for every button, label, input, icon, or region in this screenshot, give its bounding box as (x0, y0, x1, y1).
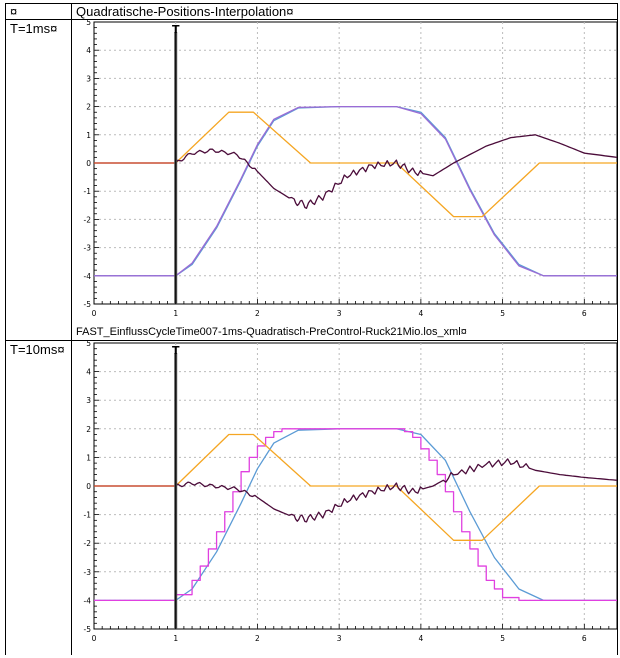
y-tick-label: 1 (86, 131, 91, 140)
x-tick-label: 3 (337, 309, 342, 318)
series-line-error (175, 134, 618, 209)
chart-1ms: 5 4 3 2 1 0 -1 -2 -3 -4 -5 0 1 2 3 4 5 6 T (72, 18, 618, 325)
y-tick-label: 5 (86, 20, 91, 27)
row-label-10ms: T=10ms¤ (10, 342, 65, 357)
y-tick-label: -1 (84, 511, 92, 520)
y-tick-label: 4 (86, 46, 91, 55)
series-group (94, 105, 618, 277)
y-tick-label: -1 (84, 187, 92, 196)
y-tick-label: 3 (86, 396, 91, 405)
y-tick-label: 0 (86, 482, 91, 491)
header-left-cell: ¤ (10, 4, 18, 19)
x-tick-label: 4 (418, 634, 423, 643)
x-tick-label: 5 (500, 634, 505, 643)
x-tick-label: 1 (173, 309, 178, 318)
series-line-error (175, 458, 618, 523)
table-border-mid (71, 3, 72, 655)
row-label-1ms: T=1ms¤ (10, 21, 58, 36)
table-title: Quadratische-Positions-Interpolation¤ (76, 4, 294, 19)
table-border-left (5, 3, 6, 655)
x-tick-label: 0 (92, 309, 97, 318)
series-line-position_sampled (94, 428, 617, 602)
chart-1ms-caption: FAST_EinflussCycleTime007-1ms-Quadratisc… (76, 326, 467, 338)
y-tick-label: -4 (84, 272, 92, 281)
table-border-header (5, 19, 617, 20)
x-tick-label: 2 (255, 309, 260, 318)
x-tick-label: 5 (500, 309, 505, 318)
y-tick-label: -3 (84, 568, 92, 577)
y-tick-label: -2 (84, 539, 92, 548)
y-tick-label: -5 (84, 300, 92, 309)
series-line-velocity (94, 433, 617, 541)
series-line-velocity (94, 111, 617, 218)
x-tick-label: 6 (582, 634, 587, 643)
y-tick-label: 2 (86, 425, 91, 434)
x-tick-label: 4 (418, 309, 423, 318)
table-border-top (5, 3, 617, 4)
y-tick-label: -5 (84, 625, 92, 634)
y-axis: 5 4 3 2 1 0 -1 -2 -3 -4 -5 (84, 339, 99, 634)
table-border-row1 (5, 340, 617, 341)
y-tick-label: 3 (86, 74, 91, 83)
x-tick-label: 2 (255, 634, 260, 643)
table-border-right (617, 3, 618, 655)
chart-10ms: 5 4 3 2 1 0 -1 -2 -3 -4 -5 0 1 2 3 4 5 6 T (72, 339, 618, 653)
y-tick-label: 2 (86, 103, 91, 112)
x-tick-label: 0 (92, 634, 97, 643)
y-axis: 5 4 3 2 1 0 -1 -2 -3 -4 -5 (84, 18, 99, 309)
time-marker-label: T (172, 344, 180, 357)
y-tick-label: 4 (86, 368, 91, 377)
y-tick-label: 1 (86, 453, 91, 462)
series-line-position_fine (94, 105, 617, 277)
x-tick-label: 1 (173, 634, 178, 643)
x-tick-label: 3 (337, 634, 342, 643)
time-marker-label: T (172, 23, 180, 36)
y-tick-label: -4 (84, 596, 92, 605)
y-tick-label: 5 (86, 341, 91, 348)
x-axis: 0 1 2 3 4 5 6 (92, 299, 618, 318)
y-tick-label: -2 (84, 215, 92, 224)
x-tick-label: 6 (582, 309, 587, 318)
y-tick-label: 0 (86, 159, 91, 168)
series-group (94, 428, 618, 602)
y-tick-label: -3 (84, 244, 92, 253)
